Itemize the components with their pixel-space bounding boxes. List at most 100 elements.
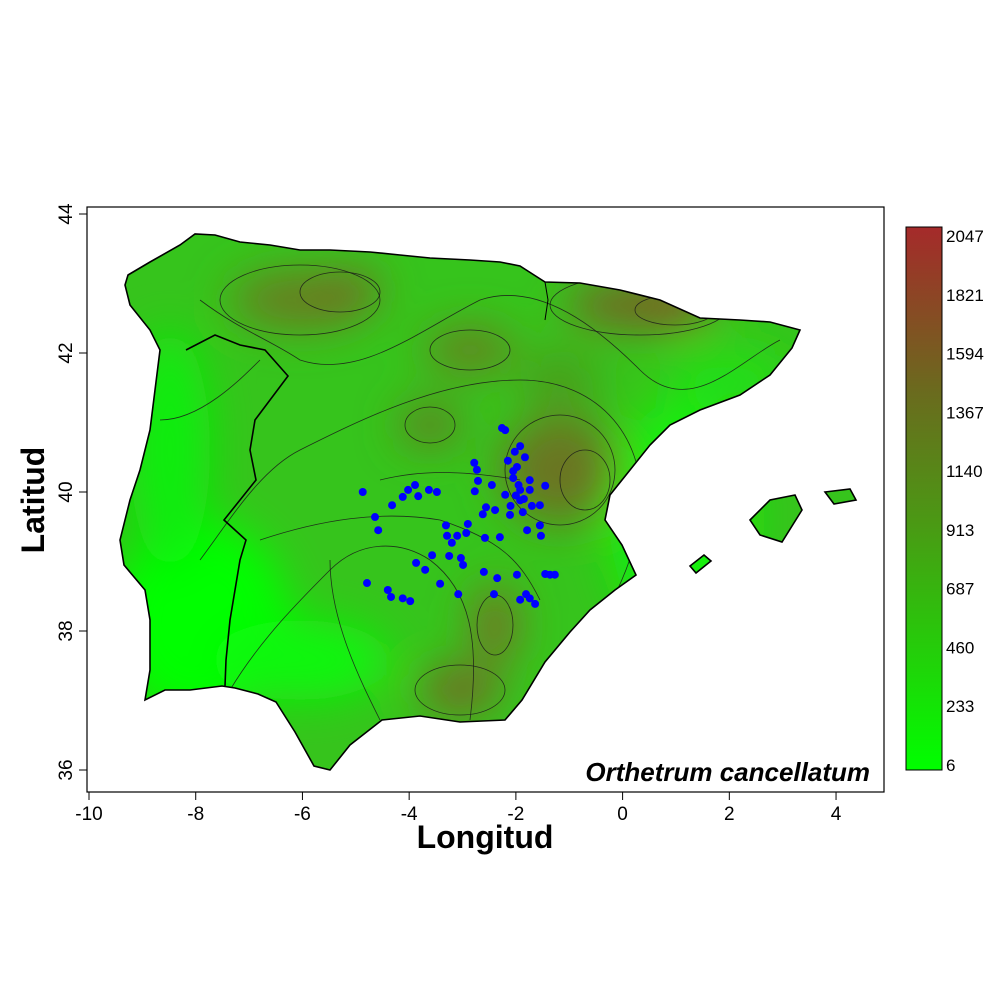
occurrence-point	[456, 554, 465, 563]
y-tick-label: 38	[56, 620, 77, 641]
occurrence-point	[454, 590, 463, 599]
occurrence-point	[406, 597, 415, 606]
occurrence-point	[535, 521, 544, 530]
x-tick-label: 2	[724, 804, 735, 825]
y-axis-label: Latitud	[15, 447, 51, 554]
occurrence-point	[480, 533, 489, 542]
occurrence-point	[374, 526, 383, 535]
occurrence-point	[478, 510, 487, 519]
occurrence-point	[495, 533, 504, 542]
region-border	[544, 281, 549, 321]
occurrence-point	[412, 558, 421, 567]
occurrence-point	[414, 492, 423, 501]
occurrence-point	[550, 570, 559, 579]
colorbar-tick-label: 1367	[946, 403, 984, 422]
occurrence-point	[501, 426, 510, 435]
occurrence-point	[462, 529, 471, 538]
occurrence-point	[514, 481, 523, 490]
occurrence-point	[463, 519, 472, 528]
occurrence-point	[511, 491, 520, 500]
occurrence-point	[432, 488, 441, 496]
colorbar-tick-label: 1140	[946, 462, 983, 481]
occurrence-point	[459, 560, 468, 569]
occurrence-point	[387, 592, 396, 601]
occurrence-point	[527, 501, 536, 510]
colorbar-tick-label: 1821	[946, 286, 984, 305]
contour-lines	[159, 264, 781, 721]
occurrence-point	[536, 531, 545, 540]
x-tick-label: -6	[294, 804, 311, 825]
occurrence-point	[388, 501, 397, 510]
y-tick-label: 36	[56, 759, 77, 780]
occurrence-point	[535, 501, 544, 510]
occurrence-point	[516, 442, 525, 451]
occurrence-point	[383, 585, 392, 594]
portugal-spain-border	[185, 334, 290, 687]
occurrence-point	[473, 476, 482, 485]
colorbar-tick-label: 2047	[946, 227, 984, 246]
occurrence-point	[525, 485, 534, 494]
occurrence-point	[509, 474, 518, 483]
occurrence-point	[493, 574, 502, 583]
x-tick-label: 4	[831, 804, 842, 825]
occurrence-point	[358, 488, 367, 496]
occurrence-point	[541, 481, 550, 490]
occurrence-point	[404, 485, 413, 494]
occurrence-point	[441, 521, 450, 530]
x-tick-label: -4	[401, 804, 418, 825]
colorbar-tick-label: 460	[946, 638, 974, 657]
occurrence-point	[519, 494, 528, 503]
occurrence-point	[490, 590, 499, 599]
occurrence-point	[506, 510, 515, 519]
x-axis-label: Longitud	[417, 819, 554, 855]
colorbar-tick-label: 6	[946, 756, 955, 775]
x-tick-label: -10	[75, 804, 102, 825]
occurrence-point	[411, 481, 420, 490]
occurrence-point	[398, 594, 407, 603]
occurrence-point	[487, 481, 496, 490]
occurrence-point	[518, 508, 527, 517]
occurrence-point	[506, 501, 515, 510]
occurrence-point	[470, 458, 479, 467]
occurrence-point	[447, 538, 456, 547]
y-tick-label: 44	[56, 203, 77, 225]
x-tick-label: -8	[187, 804, 204, 825]
occurrence-point	[525, 594, 534, 603]
species-title: Orthetrum cancellatum	[585, 757, 870, 787]
x-tick-label: 0	[617, 804, 628, 825]
colorbar-tick-label: 1594	[946, 345, 984, 364]
y-tick-label: 40	[56, 481, 77, 502]
colorbar-labels: 2047 1821 1594 1367 1140 913 687 460 233 6	[946, 227, 984, 775]
colorbar	[905, 226, 943, 771]
occurrence-point	[424, 485, 433, 494]
occurrence-point	[479, 567, 488, 576]
colorbar-tick-label: 913	[946, 521, 974, 540]
occurrence-point	[491, 506, 500, 515]
occurrence-point	[512, 570, 521, 579]
occurrence-point	[443, 531, 452, 540]
occurrence-point	[520, 453, 529, 462]
occurrence-point	[510, 447, 519, 456]
occurrence-point	[436, 579, 445, 588]
colorbar-tick-label: 233	[946, 697, 974, 716]
occurrence-point	[428, 551, 437, 560]
occurrence-point	[523, 526, 532, 535]
occurrence-point	[509, 467, 518, 476]
occurrence-point	[481, 503, 490, 512]
occurrence-point	[516, 595, 525, 604]
occurrence-point	[470, 487, 479, 496]
occurrence-point	[398, 492, 407, 501]
occurrence-point	[531, 599, 540, 608]
x-axis: -10 -8 -6 -4 -2 0 2 4	[75, 791, 842, 825]
colorbar-tick-label: 687	[946, 580, 974, 599]
occurrence-points	[358, 424, 559, 608]
occurrence-point	[371, 513, 380, 522]
occurrence-point	[525, 476, 534, 485]
occurrence-point	[445, 551, 454, 560]
y-tick-label: 42	[56, 342, 77, 363]
occurrence-point	[363, 579, 372, 588]
occurrence-point	[501, 490, 510, 499]
x-tick-label: -2	[507, 804, 524, 825]
y-axis: 36 38 40 42 44	[56, 203, 88, 781]
